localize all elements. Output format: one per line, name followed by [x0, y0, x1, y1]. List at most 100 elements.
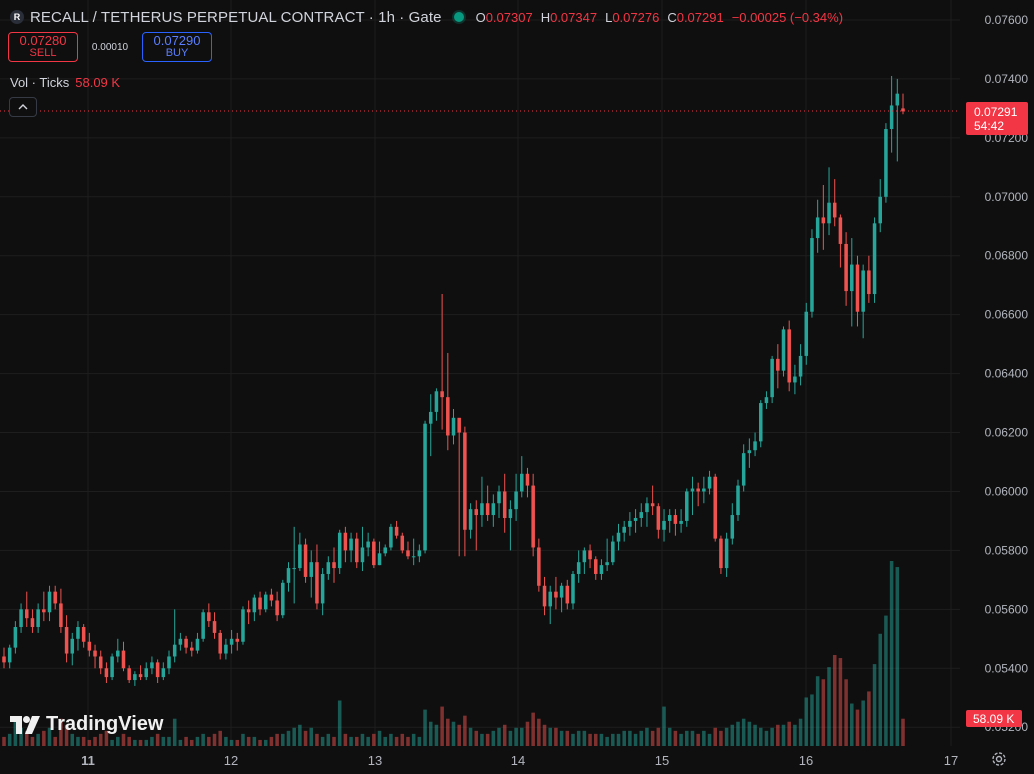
volume-bar — [366, 736, 370, 746]
volume-bar — [502, 724, 507, 746]
candle-body — [508, 509, 513, 518]
last-volume-label: 58.09 K — [973, 712, 1014, 726]
volume-bar — [855, 709, 860, 746]
price-tick-label: 0.06200 — [985, 426, 1029, 440]
candle-body — [320, 573, 325, 604]
volume-bar — [571, 733, 575, 746]
gear-icon[interactable] — [990, 750, 1008, 768]
volume-bar — [7, 733, 12, 746]
spread-value: 0.00010 — [91, 41, 129, 53]
candle-body — [827, 202, 831, 224]
time-axis[interactable]: 11 12 13 14 15 16 17 — [81, 753, 958, 768]
candle-body — [252, 597, 257, 613]
candle-body — [434, 391, 439, 412]
candle-body — [685, 491, 689, 521]
last-price-tag: 0.07291 54:42 — [966, 102, 1028, 136]
volume-bar — [394, 736, 399, 746]
grid-layer — [0, 0, 960, 746]
tradingview-logo[interactable]: TradingView — [10, 713, 163, 736]
low-value: 0.07276 — [612, 9, 660, 25]
candle-body — [337, 532, 342, 569]
symbol-logo-icon[interactable]: R — [10, 10, 24, 24]
candle-body — [747, 450, 752, 454]
volume-bar — [127, 736, 131, 746]
volume-bar — [252, 736, 257, 746]
candle-body — [309, 562, 314, 577]
buy-button[interactable]: 0.07290 BUY — [142, 32, 212, 62]
candle-body — [662, 520, 666, 530]
volume-bar — [377, 730, 382, 746]
candle-body — [138, 674, 143, 678]
candle-body — [770, 358, 774, 398]
candle-body — [878, 196, 883, 224]
volume-bar — [622, 730, 626, 746]
volume-bar — [349, 736, 353, 746]
candle-body — [93, 650, 97, 657]
candle-body — [360, 547, 365, 563]
volume-legend[interactable]: Vol · Ticks 58.09 K — [10, 75, 120, 90]
volume-bar — [702, 730, 706, 746]
candle-body — [645, 503, 649, 513]
volume-bar — [133, 739, 137, 746]
volume-bar — [76, 736, 80, 746]
candle-body — [212, 621, 217, 633]
volume-bar — [24, 730, 29, 746]
candle-body — [741, 453, 746, 486]
price-tick-label: 0.06400 — [985, 367, 1029, 381]
volume-bar — [121, 733, 126, 746]
candle-body — [889, 105, 894, 130]
volume-bar — [582, 730, 587, 746]
volume-bar — [360, 733, 365, 746]
sell-label: SELL — [29, 47, 57, 59]
candle-body — [480, 503, 484, 516]
volume-bar — [611, 733, 615, 746]
candle-body — [787, 329, 791, 383]
candle-body — [798, 355, 803, 377]
volume-bar — [474, 730, 479, 746]
candle-body — [383, 547, 387, 554]
volume-bar — [804, 697, 809, 746]
candle-body — [36, 609, 40, 628]
collapse-legend-button[interactable] — [9, 97, 37, 117]
price-tick-label: 0.05800 — [985, 543, 1029, 557]
open-value: 0.07307 — [485, 9, 533, 25]
volume-bar — [30, 736, 35, 746]
volume-bar — [184, 736, 188, 746]
volume-bar — [884, 615, 888, 746]
sell-button[interactable]: 0.07280 SELL — [8, 32, 78, 62]
candle-body — [315, 562, 319, 604]
volume-bar — [525, 721, 530, 746]
volume-bar — [554, 727, 558, 746]
candle-body — [565, 585, 570, 604]
candle-body — [616, 532, 621, 542]
close-label: C — [667, 9, 677, 25]
volume-bar — [207, 736, 211, 746]
candle-body — [229, 638, 234, 645]
candle-body — [758, 403, 763, 442]
symbol-title[interactable]: RECALL / TETHERUS PERPETUAL CONTRACT · 1… — [30, 8, 442, 26]
volume-bar — [497, 727, 501, 746]
volume-bar — [372, 733, 376, 746]
volume-bar — [53, 736, 57, 746]
candle-body — [832, 202, 837, 218]
candle-body — [349, 538, 353, 551]
volume-bar — [212, 733, 217, 746]
price-tick-label: 0.06000 — [985, 484, 1029, 498]
candle-body — [64, 627, 69, 654]
volume-bar — [821, 679, 826, 746]
candle-body — [855, 264, 860, 312]
volume-bar — [81, 736, 86, 746]
volume-bar — [47, 727, 52, 746]
volume-bar — [758, 727, 763, 746]
volume-bar — [707, 733, 712, 746]
market-status-icon[interactable] — [453, 12, 464, 22]
time-tick-label: 12 — [224, 753, 238, 768]
volume-bar — [332, 736, 336, 746]
candle-body — [172, 644, 177, 657]
volume-bar — [867, 691, 871, 746]
volume-bar — [355, 736, 359, 746]
volume-bar — [434, 724, 439, 746]
volume-bar — [730, 724, 735, 746]
candle-body — [201, 612, 205, 639]
